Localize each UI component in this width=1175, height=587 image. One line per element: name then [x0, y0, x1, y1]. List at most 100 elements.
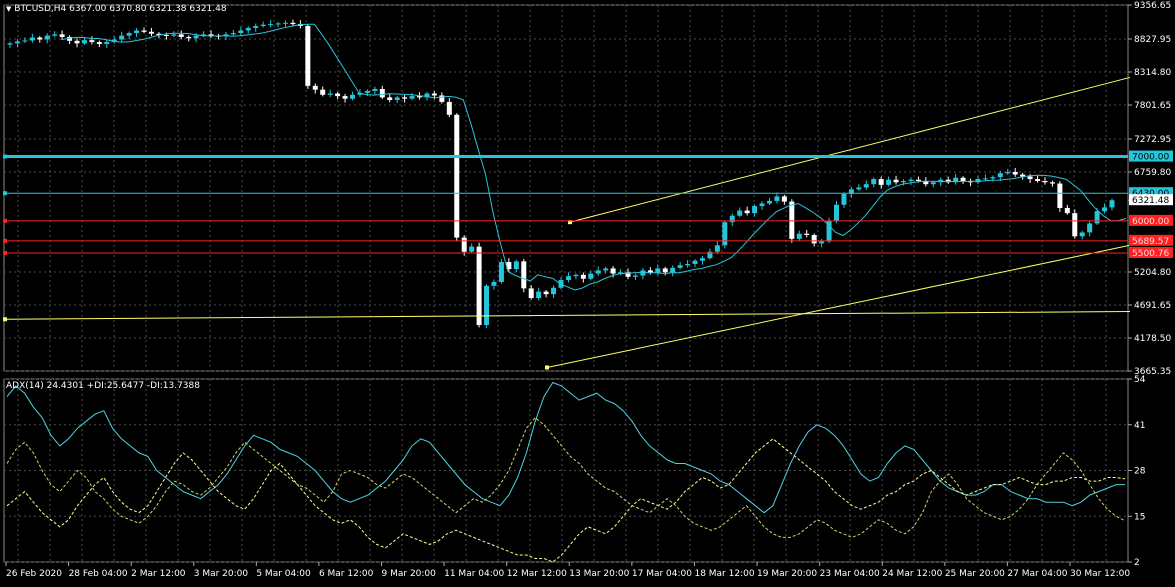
- candle-body: [446, 101, 452, 115]
- x-tick-label: 30 Mar 12:00: [1070, 569, 1130, 579]
- candle-body: [737, 210, 743, 216]
- candle-body: [498, 262, 504, 282]
- candle-body: [104, 42, 110, 45]
- candle-body: [290, 22, 296, 25]
- candle-body: [744, 210, 750, 214]
- candle-body: [320, 89, 326, 95]
- candle-body: [1012, 171, 1018, 175]
- y-tick-label: 7801.65: [1134, 101, 1171, 111]
- candle-body: [1109, 200, 1115, 208]
- price-level-tag-label: 5689.57: [1132, 237, 1169, 247]
- candle-body: [945, 179, 951, 183]
- candle-body: [662, 268, 668, 273]
- candle-body: [789, 201, 795, 239]
- x-tick-label: 3 Mar 20:00: [194, 569, 249, 579]
- candle-body: [1072, 213, 1078, 237]
- price-level-tag: [1129, 234, 1173, 246]
- candle-body: [305, 26, 311, 86]
- candle-body: [193, 35, 199, 39]
- candle-body: [260, 24, 266, 27]
- candle-body: [536, 291, 542, 299]
- moving-average-line: [61, 23, 1127, 291]
- x-tick-label: 6 Mar 12:00: [319, 569, 374, 579]
- symbol-header: ▼ BTCUSD,H4 6367.00 6370.80 6321.38 6321…: [6, 4, 227, 14]
- indicator-header-text: ADX(14) 24.4301 +DI:25.6477 -DI:13.7388: [6, 381, 200, 391]
- candle-body: [923, 180, 929, 185]
- candle-body: [960, 177, 966, 181]
- candle-body: [632, 275, 638, 277]
- candle-body: [29, 37, 35, 41]
- candle-body: [245, 27, 251, 31]
- trend-line-anchor: [3, 317, 7, 322]
- candle-body: [1094, 211, 1100, 224]
- price-level-anchor: [3, 218, 7, 223]
- candle-body: [819, 241, 825, 244]
- candle-body: [491, 281, 497, 286]
- candle-body: [7, 43, 13, 45]
- candle-body: [52, 34, 58, 36]
- dropdown-triangle-icon[interactable]: ▼: [6, 5, 12, 13]
- indicator-y-tick-label: 41: [1134, 421, 1145, 431]
- candle-body: [1102, 207, 1108, 212]
- x-tick-label: 12 Mar 12:00: [507, 569, 567, 579]
- candle-body: [886, 179, 892, 185]
- candle-body: [350, 94, 356, 99]
- indicator-y-tick-label: 54: [1134, 375, 1146, 385]
- price-level-tag: [1129, 214, 1173, 226]
- candle-body: [580, 274, 586, 279]
- candle-body: [178, 34, 184, 37]
- candle-body: [1087, 223, 1093, 233]
- candle-body: [781, 196, 787, 202]
- candle-body: [692, 260, 698, 264]
- candle-body: [618, 272, 624, 274]
- candle-body: [431, 93, 437, 96]
- x-tick-label: 13 Mar 20:00: [569, 569, 629, 579]
- candle-body: [171, 34, 177, 36]
- price-level-tag: [1129, 246, 1173, 258]
- trend-line-anchor: [568, 220, 572, 225]
- candle-body: [201, 34, 207, 36]
- price-level-tag-label: 6000.00: [1132, 217, 1169, 227]
- indicator-y-tick-label: 28: [1134, 467, 1146, 477]
- candle-body: [81, 40, 87, 44]
- candle-body: [506, 262, 512, 270]
- x-tick-label: 28 Feb 04:00: [69, 569, 128, 579]
- price-level-tag-label: 7000.00: [1132, 153, 1169, 163]
- price-level-tag: [1129, 187, 1173, 199]
- candle-body: [1057, 183, 1063, 208]
- candle-body: [893, 179, 899, 183]
- candle-body: [59, 34, 65, 37]
- price-level-anchor: [3, 238, 7, 243]
- candle-body: [141, 30, 147, 32]
- candle-body: [96, 42, 102, 45]
- price-panel-frame: [3, 4, 1129, 372]
- candle-body: [275, 23, 281, 25]
- candle-body: [37, 37, 43, 40]
- candle-body: [163, 35, 169, 37]
- candle-body: [834, 204, 839, 221]
- y-tick-label: 4691.65: [1134, 301, 1171, 311]
- candle-body: [484, 285, 490, 326]
- x-tick-label: 26 Feb 2020: [6, 569, 62, 579]
- candle-body: [699, 258, 705, 261]
- candle-body: [595, 270, 601, 274]
- candle-body: [811, 235, 817, 244]
- price-level-tag-label: 6321.48: [1132, 196, 1169, 206]
- y-tick-label: 4178.50: [1134, 334, 1171, 344]
- candle-body: [186, 36, 192, 39]
- candle-body: [513, 261, 519, 270]
- candle-body: [1079, 232, 1085, 237]
- indicator-y-tick-label: 15: [1134, 512, 1145, 522]
- candle-body: [387, 97, 393, 100]
- candle-body: [573, 274, 579, 277]
- price-level-anchor: [3, 154, 7, 159]
- candle-body: [714, 245, 720, 252]
- candle-body: [357, 92, 363, 95]
- trend-line: [569, 76, 1131, 223]
- symbol-header-text: BTCUSD,H4 6367.00 6370.80 6321.38 6321.4…: [14, 4, 227, 14]
- candle-body: [14, 41, 20, 44]
- candle-body: [402, 97, 408, 99]
- candle-body: [766, 200, 772, 204]
- candle-body: [677, 265, 683, 268]
